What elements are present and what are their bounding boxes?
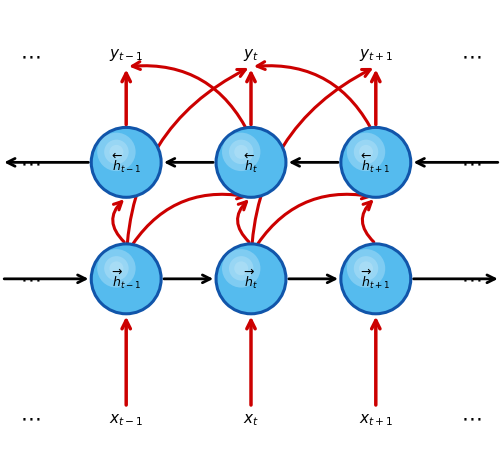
Text: $\cdots$: $\cdots$ (20, 407, 41, 427)
Text: $\cdots$: $\cdots$ (20, 153, 41, 173)
Circle shape (340, 128, 410, 198)
Circle shape (104, 140, 128, 165)
Text: $\overleftarrow{h}_{t+1}$: $\overleftarrow{h}_{t+1}$ (361, 151, 389, 175)
Circle shape (91, 128, 161, 198)
Circle shape (228, 257, 253, 281)
Text: $x_{t+1}$: $x_{t+1}$ (358, 411, 392, 427)
Circle shape (346, 250, 384, 288)
Circle shape (346, 133, 384, 172)
Circle shape (97, 250, 135, 288)
Text: $\cdots$: $\cdots$ (460, 153, 481, 173)
Circle shape (234, 145, 247, 160)
Text: $\overleftarrow{h}_{t}$: $\overleftarrow{h}_{t}$ (243, 151, 258, 175)
Text: $\cdots$: $\cdots$ (460, 407, 481, 427)
Text: $y_{t+1}$: $y_{t+1}$ (358, 47, 392, 63)
Text: $x_{t-1}$: $x_{t-1}$ (109, 411, 143, 427)
Circle shape (104, 257, 128, 281)
Circle shape (215, 128, 286, 198)
Text: $\cdots$: $\cdots$ (460, 269, 481, 289)
Text: $y_{t-1}$: $y_{t-1}$ (109, 47, 143, 63)
Circle shape (109, 145, 123, 160)
Text: $\overrightarrow{h}_{t-1}$: $\overrightarrow{h}_{t-1}$ (112, 268, 140, 291)
Circle shape (340, 244, 410, 314)
Text: $x_t$: $x_t$ (242, 411, 259, 427)
Circle shape (221, 133, 260, 172)
Circle shape (97, 133, 135, 172)
Text: $\overleftarrow{h}_{t-1}$: $\overleftarrow{h}_{t-1}$ (112, 151, 140, 175)
Circle shape (215, 244, 286, 314)
Circle shape (353, 257, 377, 281)
Circle shape (109, 262, 123, 276)
Text: $\cdots$: $\cdots$ (20, 47, 41, 67)
Circle shape (228, 140, 253, 165)
Text: $\cdots$: $\cdots$ (460, 47, 481, 67)
Text: $\overrightarrow{h}_{t}$: $\overrightarrow{h}_{t}$ (243, 268, 258, 291)
Text: $y_t$: $y_t$ (242, 47, 259, 63)
Circle shape (221, 250, 260, 288)
Circle shape (91, 244, 161, 314)
Text: $\cdots$: $\cdots$ (20, 269, 41, 289)
Circle shape (358, 262, 372, 276)
Circle shape (358, 145, 372, 160)
Circle shape (353, 140, 377, 165)
Circle shape (234, 262, 247, 276)
Text: $\overrightarrow{h}_{t+1}$: $\overrightarrow{h}_{t+1}$ (361, 268, 389, 291)
